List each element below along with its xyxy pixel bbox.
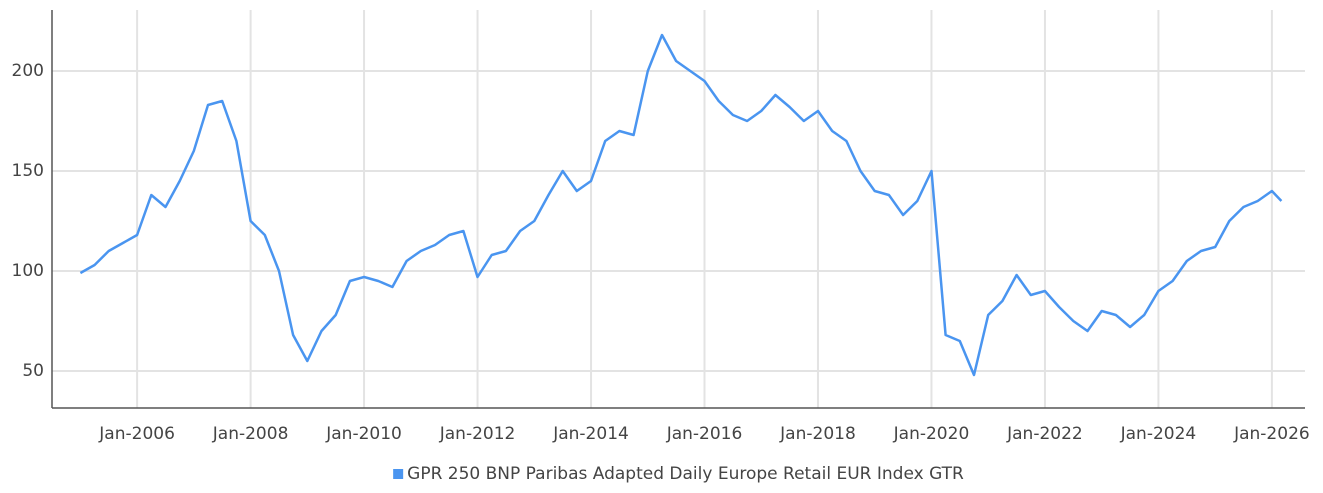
x-tick-label: Jan-2022 bbox=[1006, 424, 1083, 444]
y-tick-label: 50 bbox=[22, 361, 44, 381]
x-tick-label: Jan-2020 bbox=[893, 424, 970, 444]
x-tick-label: Jan-2010 bbox=[325, 424, 402, 444]
x-tick-label: Jan-2012 bbox=[439, 424, 516, 444]
line-series bbox=[79, 33, 1283, 377]
y-tick-label: 200 bbox=[12, 61, 44, 81]
x-tick-label: Jan-2018 bbox=[779, 424, 856, 444]
x-tick-label: Jan-2024 bbox=[1120, 424, 1197, 444]
y-tick-label: 150 bbox=[12, 161, 44, 181]
x-tick-label: Jan-2016 bbox=[666, 424, 743, 444]
x-tick-label: Jan-2008 bbox=[212, 424, 289, 444]
x-tick-label: Jan-2026 bbox=[1233, 424, 1310, 444]
x-tick-label: Jan-2006 bbox=[98, 424, 175, 444]
legend-label: GPR 250 BNP Paribas Adapted Daily Europe… bbox=[407, 464, 964, 484]
legend-swatch bbox=[393, 469, 404, 479]
x-tick-label: Jan-2014 bbox=[552, 424, 629, 444]
y-tick-label: 100 bbox=[12, 261, 44, 281]
